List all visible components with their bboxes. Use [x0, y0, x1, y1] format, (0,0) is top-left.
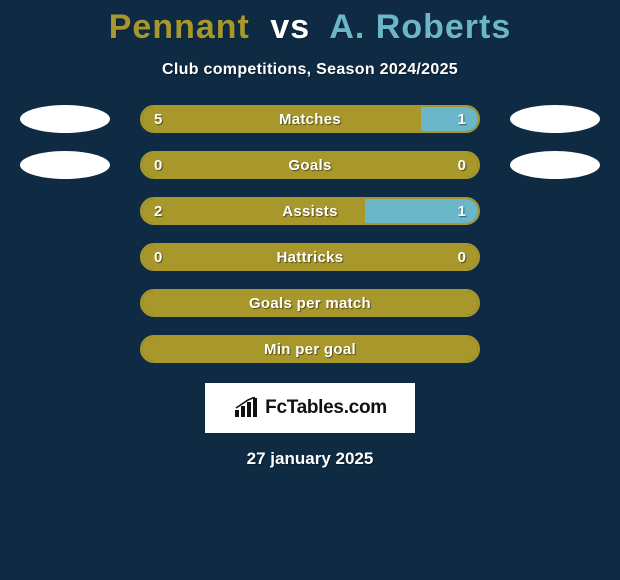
- subtitle: Club competitions, Season 2024/2025: [162, 61, 458, 79]
- stat-row: 51Matches: [0, 105, 620, 133]
- page-title: Pennant vs A. Roberts: [109, 8, 512, 47]
- vs-literal: vs: [270, 8, 310, 46]
- brand-badge: FcTables.com: [205, 383, 415, 433]
- stat-label: Goals: [142, 153, 478, 177]
- stat-label: Matches: [142, 107, 478, 131]
- stat-bar: Goals per match: [140, 289, 480, 317]
- stat-label: Assists: [142, 199, 478, 223]
- left-disc-placeholder: [20, 197, 110, 225]
- stat-row: Goals per match: [0, 289, 620, 317]
- stat-row: 00Goals: [0, 151, 620, 179]
- right-disc-placeholder: [510, 243, 600, 271]
- comparison-rows: 51Matches 00Goals 21Assists 00Hattricks Goal…: [0, 105, 620, 363]
- left-disc-placeholder: [20, 243, 110, 271]
- left-disc-icon: [20, 105, 110, 133]
- stat-row: 21Assists: [0, 197, 620, 225]
- right-disc-placeholder: [510, 197, 600, 225]
- brand-text: FcTables.com: [265, 397, 387, 419]
- stat-bar: Min per goal: [140, 335, 480, 363]
- stat-bar: 51Matches: [140, 105, 480, 133]
- right-disc-icon: [510, 105, 600, 133]
- stat-bar: 00Goals: [140, 151, 480, 179]
- stat-label: Min per goal: [142, 337, 478, 361]
- date-label: 27 january 2025: [247, 449, 374, 469]
- stat-label: Hattricks: [142, 245, 478, 269]
- stat-bar: 21Assists: [140, 197, 480, 225]
- left-disc-placeholder: [20, 335, 110, 363]
- right-disc-placeholder: [510, 335, 600, 363]
- left-disc-icon: [20, 151, 110, 179]
- brand-chart-icon: [233, 397, 259, 419]
- stat-row: 00Hattricks: [0, 243, 620, 271]
- player1-name: Pennant: [109, 8, 250, 46]
- stat-label: Goals per match: [142, 291, 478, 315]
- left-disc-placeholder: [20, 289, 110, 317]
- stat-bar: 00Hattricks: [140, 243, 480, 271]
- right-disc-icon: [510, 151, 600, 179]
- player2-name: A. Roberts: [329, 8, 511, 46]
- right-disc-placeholder: [510, 289, 600, 317]
- stat-row: Min per goal: [0, 335, 620, 363]
